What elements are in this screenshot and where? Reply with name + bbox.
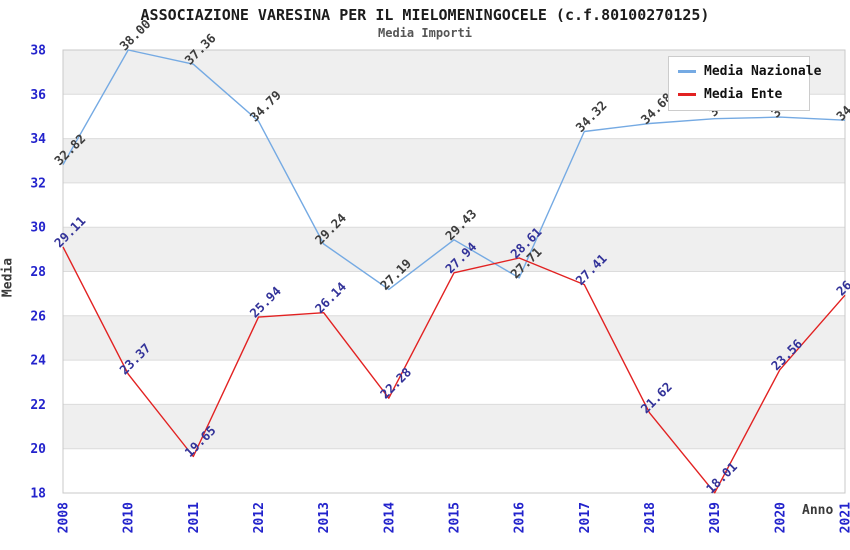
x-axis-title: Anno (802, 503, 834, 518)
series-line-media-ente (62, 246, 846, 494)
plot-band (63, 315, 845, 361)
series-line-media-nazionale (62, 49, 846, 291)
x-tick-label: 2021 (839, 502, 850, 533)
legend-item-media-nazionale: Media Nazionale (678, 64, 821, 79)
x-tick-label: 2020 (773, 502, 788, 533)
x-tick-label: 2012 (252, 502, 267, 533)
x-tick-label: 2013 (317, 502, 332, 533)
x-tick-label: 2008 (57, 502, 72, 533)
x-tick-label: 2016 (513, 502, 528, 533)
plot-border (62, 49, 846, 494)
plot-band (63, 138, 845, 183)
legend-label: Media Nazionale (704, 64, 822, 79)
chart-title: ASSOCIAZIONE VARESINA PER IL MIELOMENING… (140, 6, 710, 24)
line-swatch-red-icon (678, 93, 696, 96)
y-tick-label: 26 (30, 309, 46, 324)
x-tick-label: 2018 (643, 502, 658, 533)
y-tick-label: 28 (30, 265, 46, 280)
x-tick-label: 2015 (448, 502, 463, 533)
y-tick-label: 20 (30, 442, 46, 457)
y-tick-label: 34 (30, 132, 46, 147)
y-tick-label: 24 (30, 354, 46, 369)
y-tick-label: 38 (30, 44, 46, 59)
legend-box: Media Nazionale Media Ente (668, 56, 821, 111)
legend-label: Media Ente (704, 87, 783, 102)
x-tick-label: 2019 (708, 502, 723, 533)
y-tick-label: 32 (30, 176, 46, 191)
plot-band (63, 404, 845, 449)
y-axis-title: Media (0, 257, 16, 298)
x-tick-label: 2010 (122, 502, 137, 533)
y-tick-label: 22 (30, 398, 46, 413)
y-tick-label: 30 (30, 221, 46, 236)
data-label: 22.28 (377, 364, 414, 401)
legend-item-media-ente: Media Ente (678, 87, 800, 102)
y-tick-label: 36 (30, 88, 46, 103)
plot-band (63, 227, 845, 272)
x-tick-label: 2011 (187, 502, 202, 533)
data-label: 25.94 (247, 283, 284, 320)
chart-subtitle: Media Importi (378, 26, 472, 40)
y-tick-label: 18 (30, 487, 46, 502)
data-label: 18.01 (703, 459, 740, 496)
x-tick-label: 2014 (382, 502, 397, 533)
data-label: 38.00 (116, 16, 153, 53)
x-tick-label: 2017 (578, 502, 593, 533)
data-label: 26.14 (312, 279, 349, 316)
line-swatch-blue-icon (678, 70, 696, 73)
